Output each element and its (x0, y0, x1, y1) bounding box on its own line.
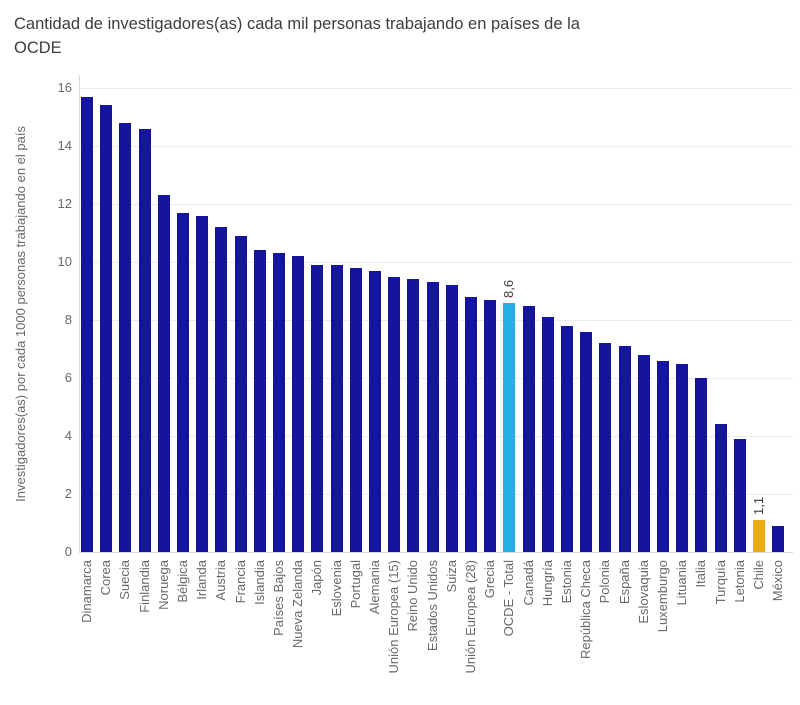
x-tick-label: Turquía (712, 560, 728, 605)
x-tick-label: Corea (98, 560, 114, 596)
gridline (79, 146, 793, 147)
bar-noruega (157, 195, 170, 552)
x-tick-label: Chile (751, 560, 766, 590)
y-tick-label: 6 (64, 370, 72, 385)
bar-lituania (676, 363, 689, 552)
x-tick-label: Estados Unidos (424, 560, 440, 652)
bar-espa-a (618, 346, 631, 552)
bar-polonia (599, 343, 612, 552)
x-tick-label: Italia (693, 560, 709, 588)
x-tick-label: Alemania (367, 560, 382, 615)
bar-estonia (561, 325, 573, 552)
bar-reino-unido (407, 279, 420, 552)
bar-uni-n-europea-15- (388, 276, 401, 552)
y-tick-label: 8 (64, 312, 72, 327)
x-tick-label: Unión Europea (28) (463, 560, 478, 674)
x-tick-label: Lituania (674, 560, 690, 606)
x-tick-label: Suiza (443, 560, 459, 593)
x-tick-label: México (770, 560, 786, 602)
x-tick-label: Austria (213, 560, 229, 601)
y-axis-line (79, 75, 80, 553)
bar-hungr-a (541, 317, 554, 552)
x-tick-label: OCDE - Total (501, 560, 517, 637)
gridline (79, 262, 793, 263)
bar-letonia (733, 438, 746, 552)
x-tick-label: Eslovaquia (635, 560, 651, 624)
x-tick-label: Portugal (347, 560, 363, 609)
x-tick-label: Grecia (482, 560, 498, 599)
bar-grecia (484, 299, 497, 552)
x-tick-label: España (616, 560, 632, 605)
x-tick-label: Unión Europea (15) (386, 560, 402, 674)
bar-nueva-zelanda (292, 256, 305, 552)
x-tick-label: Hungría (539, 560, 555, 607)
bar-portugal (349, 267, 362, 552)
bar-chile (753, 520, 765, 552)
x-tick-label: Irlanda (194, 560, 210, 600)
x-tick-label: Finlandia (136, 560, 152, 613)
x-tick-label: Países Bajos (271, 560, 286, 636)
bar-corea (100, 105, 113, 552)
bar-uni-n-europea-28- (465, 296, 477, 552)
x-tick-label: Nueva Zelanda (290, 560, 306, 649)
bar-jap-n (311, 264, 324, 552)
x-tick-label: Canadá (520, 560, 536, 606)
x-tick-label: Estonia (559, 560, 574, 604)
bar-turqu-a (714, 424, 727, 552)
bar-suecia (119, 122, 132, 552)
bar-value-annotation: 1,1 (751, 497, 766, 516)
bar-ocde-total (503, 302, 516, 552)
x-axis-line (79, 552, 793, 553)
x-tick-label: Suecia (117, 560, 133, 600)
bar-eslovenia (330, 264, 343, 552)
bar-islandia (253, 250, 266, 552)
x-tick-label: Dinamarca (79, 560, 94, 623)
x-tick-label: Islandia (251, 560, 267, 605)
chart-title: Cantidad de investigadores(as) cada mil … (14, 15, 580, 57)
x-tick-label: Polonia (597, 560, 613, 604)
bar-irlanda (196, 215, 209, 552)
bar-luxemburgo (657, 360, 669, 552)
bar-eslovaquia (637, 354, 650, 552)
y-tick-label: 12 (57, 196, 72, 211)
bar-canad- (522, 305, 535, 552)
x-tick-label: Francia (232, 560, 248, 604)
bar-b-lgica (177, 212, 189, 552)
y-tick-label: 16 (57, 80, 72, 95)
x-tick-label: Noruega (155, 560, 171, 610)
bar-suiza (445, 285, 458, 552)
bar-italia (695, 378, 708, 552)
x-tick-label: Eslovenia (328, 560, 344, 617)
x-tick-label: Bélgica (175, 560, 190, 603)
x-tick-label: Reino Unido (405, 560, 421, 632)
y-tick-label: 0 (64, 544, 72, 559)
bar-estados-unidos (426, 282, 439, 552)
bar-austria (215, 227, 228, 552)
bar-value-annotation: 8,6 (501, 279, 517, 298)
bar-finlandia (138, 128, 151, 552)
bar-m-xico (772, 525, 785, 552)
bar-pa-ses-bajos (273, 253, 285, 552)
y-tick-label: 4 (64, 428, 72, 443)
bar-dinamarca (81, 96, 93, 552)
y-tick-label: 10 (57, 254, 72, 269)
x-tick-label: Japón (309, 560, 325, 596)
y-tick-label: 2 (64, 486, 72, 501)
gridline (79, 88, 793, 89)
bar-francia (234, 235, 247, 552)
gridline (79, 204, 793, 205)
x-tick-label: Luxemburgo (655, 560, 670, 633)
bar-rep-blica-checa (580, 331, 593, 552)
x-tick-label: Letonia (731, 560, 747, 603)
bar-alemania (369, 270, 381, 552)
y-tick-label: 14 (57, 138, 72, 153)
x-tick-label: República Checa (578, 560, 594, 660)
